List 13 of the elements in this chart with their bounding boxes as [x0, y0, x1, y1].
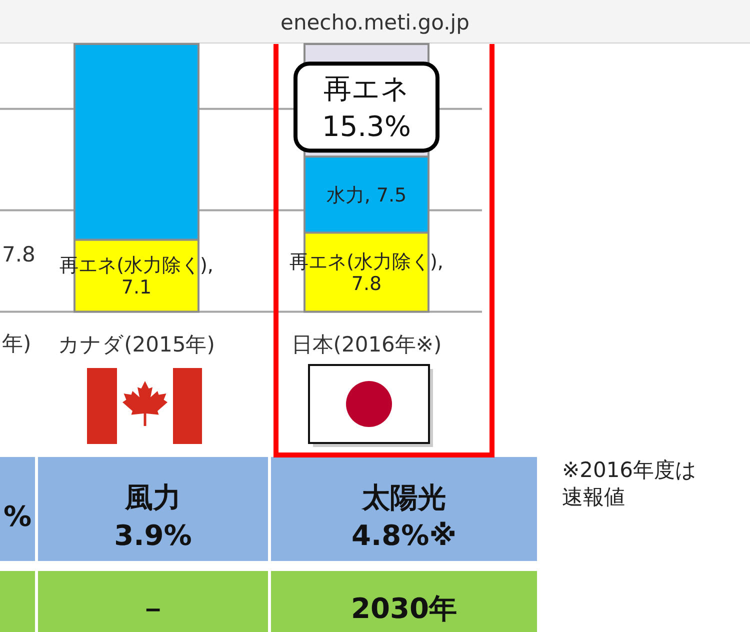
x-tick-label: 日本(2016年※) [291, 332, 442, 357]
text: 太陽光 4.8%※ [352, 481, 456, 552]
text: － [139, 592, 167, 626]
text: 2030年 [351, 592, 457, 626]
annotation: 7.8 [2, 242, 36, 267]
x-tick-label: カナダ(2015年) [58, 332, 215, 357]
text: % [3, 500, 32, 534]
text: 風力 3.9% [114, 481, 192, 552]
text: enecho.meti.go.jp [280, 10, 470, 35]
text: ※2016年度は速報値 [562, 458, 698, 510]
annotation: 再エネ 15.3% [322, 72, 411, 144]
text: 年) [2, 332, 32, 356]
data-label: 水力, 7.5 [326, 184, 407, 206]
